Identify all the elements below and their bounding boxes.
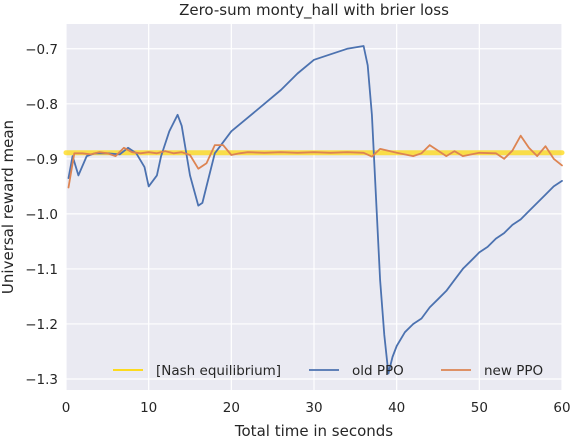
x-tick-label: 30: [305, 400, 322, 416]
y-tick-label: −1.3: [25, 372, 58, 388]
series-layer: [63, 45, 565, 375]
legend-entry-label: new PPO: [484, 363, 543, 379]
y-tick-label: −1.1: [25, 262, 58, 278]
chart-title: Zero-sum monty_hall with brier loss: [179, 1, 449, 20]
series-line-1: [67, 45, 563, 375]
y-tick-label: −1.2: [25, 317, 58, 333]
legend: [Nash equilibrium] old PPO new PPO: [113, 363, 543, 379]
grid: [65, 24, 563, 390]
legend-entry-label: old PPO: [352, 363, 404, 379]
y-tick-label: −0.7: [25, 42, 58, 58]
x-tick-label: 0: [62, 400, 71, 416]
y-axis-label: Universal reward mean: [0, 120, 17, 294]
x-tick-label: 50: [471, 400, 488, 416]
y-tick-label: −0.8: [25, 97, 58, 113]
series-line-2: [67, 134, 563, 189]
x-axis-label: Total time in seconds: [234, 422, 393, 440]
y-tick-label: −1.0: [25, 207, 58, 223]
legend-entry-label: [Nash equilibrium]: [156, 363, 281, 379]
ticks: 0 10 20 30 40 50 60 −1.3 −1.2 −1.1 −1.0 −0.9 −0.8 −0.…: [25, 42, 570, 416]
x-tick-label: 40: [388, 400, 405, 416]
x-tick-label: 20: [223, 400, 240, 416]
x-tick-label: 60: [553, 400, 570, 416]
y-tick-label: −0.9: [25, 152, 58, 168]
x-tick-label: 10: [140, 400, 157, 416]
